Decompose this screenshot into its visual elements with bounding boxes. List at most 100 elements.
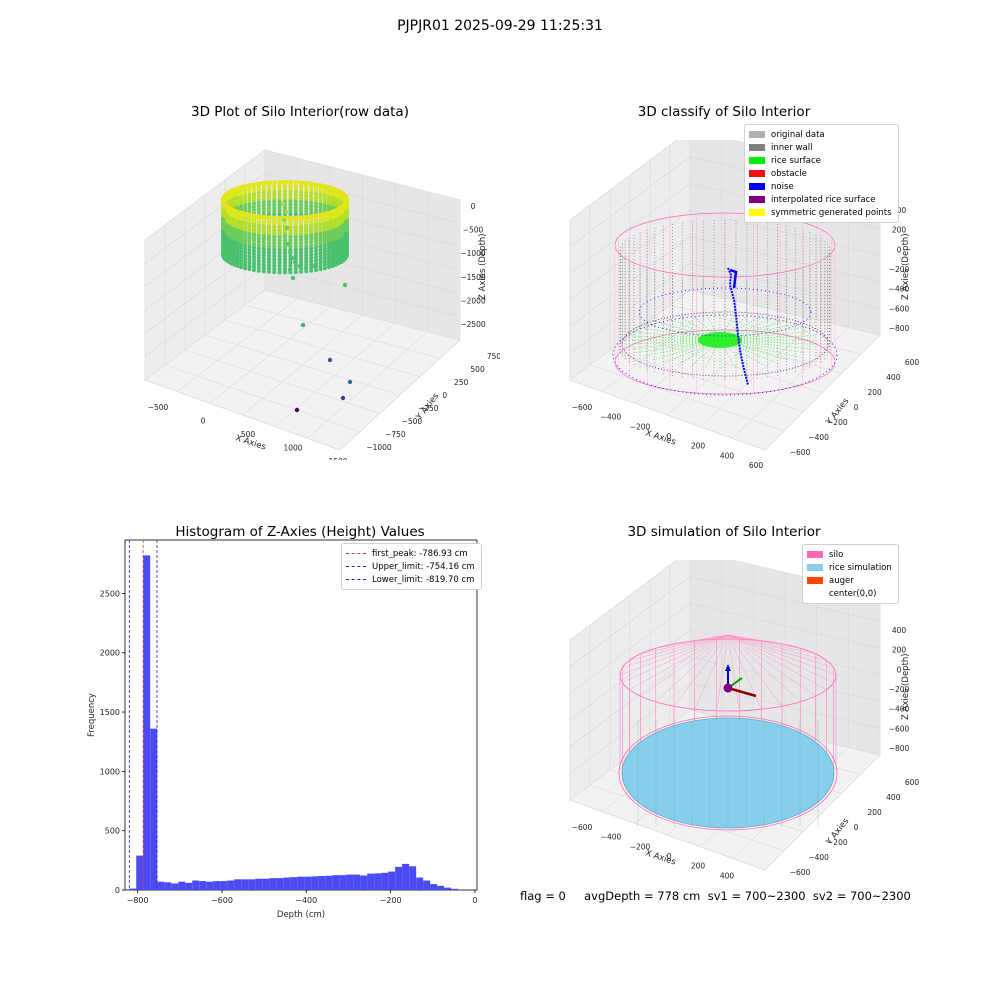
data-point [239, 213, 244, 218]
data-point [344, 196, 349, 201]
data-point [261, 240, 266, 245]
data-point [304, 187, 309, 192]
data-point [326, 255, 331, 260]
rice-surface-points [704, 312, 721, 341]
histogram-bar [283, 877, 291, 890]
data-point [304, 262, 309, 267]
data-point [277, 225, 282, 230]
data-point [333, 253, 338, 258]
legend-item: rice surface [749, 154, 892, 167]
data-point [304, 256, 309, 261]
z-tick-label: 400 [892, 626, 907, 635]
y-tick-label: −600 [790, 448, 811, 457]
data-point [326, 242, 331, 247]
data-point [232, 203, 237, 208]
data-point [235, 241, 240, 246]
data-point [304, 227, 309, 232]
z-tick-label: −800 [889, 324, 910, 333]
data-point [293, 231, 298, 236]
data-point [318, 251, 323, 256]
legend-item: rice simulation [807, 561, 892, 574]
data-point [309, 246, 314, 251]
histogram-bar [395, 866, 403, 890]
y-tick-label: 0 [442, 391, 447, 400]
data-point [247, 228, 252, 233]
y-tick-label: 2500 [100, 589, 120, 598]
data-point [326, 239, 331, 244]
data-point [252, 216, 256, 221]
data-point [302, 180, 307, 185]
data-point [314, 229, 318, 234]
data-point [252, 242, 256, 247]
data-point [326, 245, 331, 250]
noise-points [638, 287, 812, 337]
data-point [272, 199, 277, 204]
legend-item: obstacle [749, 167, 892, 180]
data-point [283, 186, 287, 191]
data-point [293, 202, 298, 207]
data-point [283, 270, 287, 275]
data-point [247, 202, 252, 207]
data-point [330, 225, 335, 230]
silo-roof-line [673, 634, 729, 707]
y-tick-label: −750 [385, 430, 406, 439]
legend-label: rice simulation [829, 562, 892, 573]
noise-column [727, 267, 749, 386]
data-point [333, 262, 338, 267]
histogram-bar [437, 885, 445, 890]
y-tick-label: 1000 [100, 767, 120, 776]
data-point [243, 234, 248, 239]
data-point [259, 181, 264, 186]
legend-label: Lower_limit: -819.70 cm [372, 574, 475, 585]
legend-label: Upper_limit: -754.16 cm [372, 561, 475, 572]
data-point [299, 221, 304, 226]
data-point [266, 190, 271, 195]
data-point [293, 189, 298, 194]
legend-swatch [807, 564, 823, 571]
data-point [256, 207, 261, 212]
data-point [277, 247, 282, 252]
histogram-bar [164, 882, 172, 890]
data-point [318, 208, 323, 213]
data-point [232, 200, 237, 205]
data-point [285, 241, 291, 247]
data-point [221, 230, 225, 234]
data-point [221, 242, 225, 247]
rice-surface-points [719, 339, 776, 363]
data-point [318, 260, 323, 265]
data-point [256, 246, 261, 251]
data-point [284, 225, 290, 231]
data-point [239, 194, 244, 199]
data-point [261, 200, 266, 205]
data-point [309, 223, 314, 228]
data-point [304, 190, 309, 195]
data-point [299, 193, 304, 198]
data-point [239, 239, 244, 244]
data-point [272, 225, 277, 230]
data-point [326, 261, 331, 266]
data-point [314, 185, 318, 190]
data-point [330, 260, 335, 265]
data-point [288, 186, 293, 191]
z-tick-label: −500 [463, 226, 484, 235]
rice-surface-points [676, 314, 721, 341]
data-point [283, 251, 287, 256]
rice-surface-points [719, 339, 764, 366]
data-point [318, 196, 323, 201]
data-point [293, 250, 298, 255]
data-point [326, 204, 331, 209]
data-point [235, 247, 240, 252]
data-point [266, 253, 271, 258]
data-point [252, 188, 256, 193]
data-point [293, 183, 298, 188]
data-point [322, 224, 327, 229]
data-point [256, 243, 261, 248]
data-point [292, 259, 298, 265]
data-point [326, 236, 331, 241]
data-point [272, 209, 277, 214]
data-point [333, 243, 338, 248]
simulation-silo-model [618, 634, 838, 831]
silo-roof-line [727, 634, 801, 649]
data-point [259, 214, 264, 219]
data-point [326, 223, 331, 228]
